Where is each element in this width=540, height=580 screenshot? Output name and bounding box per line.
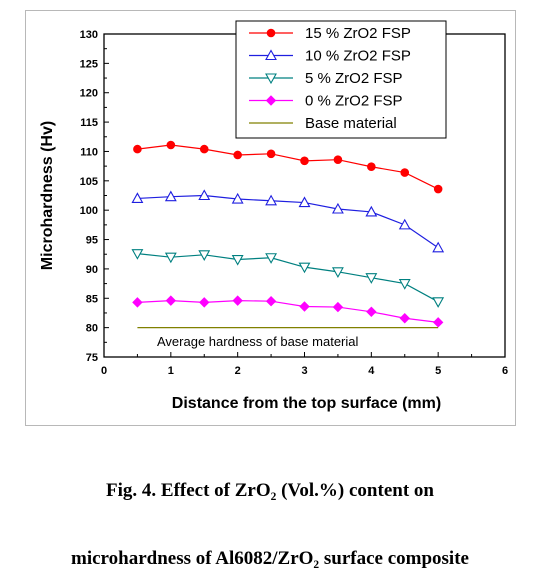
data-point (166, 140, 176, 150)
y-tick-label: 115 (80, 117, 98, 129)
legend-swatch-marker (265, 95, 277, 106)
series-line (137, 253, 439, 303)
data-point (331, 202, 344, 214)
series-1 (131, 189, 445, 253)
data-point (300, 156, 309, 166)
data-point (400, 168, 410, 177)
legend-label: 15 % ZrO2 FSP (305, 25, 411, 42)
data-point (265, 194, 278, 206)
legend-label: 5 % ZrO2 FSP (305, 70, 403, 87)
data-point (332, 301, 344, 313)
y-tick-label: 85 (86, 293, 98, 305)
chart: 0 1 2 3 4 5 6 75 80 85 90 95 100 105 110 115 120 125 1 3 0 … (39, 20, 508, 412)
data-point (198, 250, 211, 261)
data-point (433, 184, 443, 194)
series-3 (132, 295, 444, 328)
y-tick-label: 95 (86, 235, 98, 247)
data-point (366, 306, 377, 317)
x-tick-label: 3 (301, 365, 307, 377)
legend: 15 % ZrO2 FSP 10 % ZrO2 FSP 5 % ZrO2 FSP 0 … (235, 20, 447, 139)
y-tick-label: 75 (86, 352, 98, 364)
data-point (231, 254, 244, 266)
y-tick-label: 90 (86, 264, 98, 276)
data-point (432, 241, 445, 253)
x-axis: 0 1 2 3 4 5 6 (101, 352, 508, 377)
legend-swatch-marker (265, 73, 277, 85)
data-point (265, 253, 278, 264)
series-0 (133, 140, 443, 194)
y-tick-label: 80 (86, 323, 98, 335)
data-point (133, 144, 142, 154)
figure-caption-line-1: Fig. 4. Effect of ZrO₂ (Vol.%) content o… (106, 480, 434, 501)
legend-swatch-marker (266, 28, 276, 38)
series-2 (131, 249, 445, 308)
data-point (298, 196, 311, 208)
data-point (266, 149, 276, 159)
data-point (398, 279, 411, 290)
data-point (131, 249, 144, 260)
data-point (164, 252, 177, 264)
data-point (333, 155, 343, 164)
data-point (233, 150, 242, 160)
data-point (198, 189, 211, 201)
series-line (137, 300, 439, 323)
x-tick-label: 4 (368, 365, 375, 377)
data-point (298, 262, 311, 274)
legend-entry: Base material (249, 115, 397, 132)
x-tick-label: 6 (502, 365, 508, 377)
x-tick-label: 0 (101, 365, 107, 377)
y-tick-label: 120 (80, 88, 98, 100)
series-line (137, 144, 439, 190)
data-point (199, 297, 210, 308)
y-tick-label: 110 (80, 146, 98, 158)
data-point (331, 267, 344, 278)
data-point (232, 295, 243, 306)
base-material-annotation: Average hardness of base material (157, 334, 358, 349)
x-tick-label: 1 (168, 365, 174, 377)
data-point (399, 313, 410, 324)
legend-entry: 0 % ZrO2 FSP (249, 93, 403, 110)
x-tick-label: 2 (235, 365, 241, 377)
y-tick-label: 105 (80, 176, 98, 188)
figure-caption-line-2: microhardness of Al6082/ZrO₂ surface com… (71, 548, 469, 569)
data-point (231, 192, 244, 204)
data-point (432, 297, 445, 308)
data-point (265, 296, 277, 307)
legend-entry: 15 % ZrO2 FSP (249, 25, 411, 42)
legend-label: Base material (305, 115, 397, 132)
x-axis-title: Distance from the top surface (mm) (172, 395, 441, 412)
series-line (137, 194, 439, 249)
data-point (367, 162, 376, 172)
data-point (365, 205, 378, 217)
legend-label: 0 % ZrO2 FSP (305, 93, 403, 110)
data-point (365, 273, 378, 284)
legend-entry: 5 % ZrO2 FSP (249, 70, 403, 87)
legend-label: 10 % ZrO2 FSP (305, 48, 411, 65)
series-group (131, 140, 445, 328)
y-axis-title: Microhardness (Hv) (39, 121, 56, 270)
y-tick-label: 125 (80, 58, 98, 70)
figure-frame (25, 10, 516, 426)
data-point (432, 317, 444, 328)
data-point (164, 190, 177, 202)
data-point (165, 295, 177, 306)
y-tick-label: 130 (80, 29, 98, 41)
data-point (132, 297, 143, 308)
data-point (398, 218, 411, 230)
legend-entry: 10 % ZrO2 FSP (249, 48, 411, 65)
legend-swatch-marker (265, 49, 277, 61)
data-point (131, 192, 144, 203)
x-tick-label: 5 (435, 365, 441, 377)
y-tick-label: 100 (80, 205, 98, 217)
data-point (199, 144, 209, 154)
y-axis: 75 80 85 90 95 100 105 110 115 120 125 130 (80, 29, 109, 364)
data-point (299, 301, 310, 312)
